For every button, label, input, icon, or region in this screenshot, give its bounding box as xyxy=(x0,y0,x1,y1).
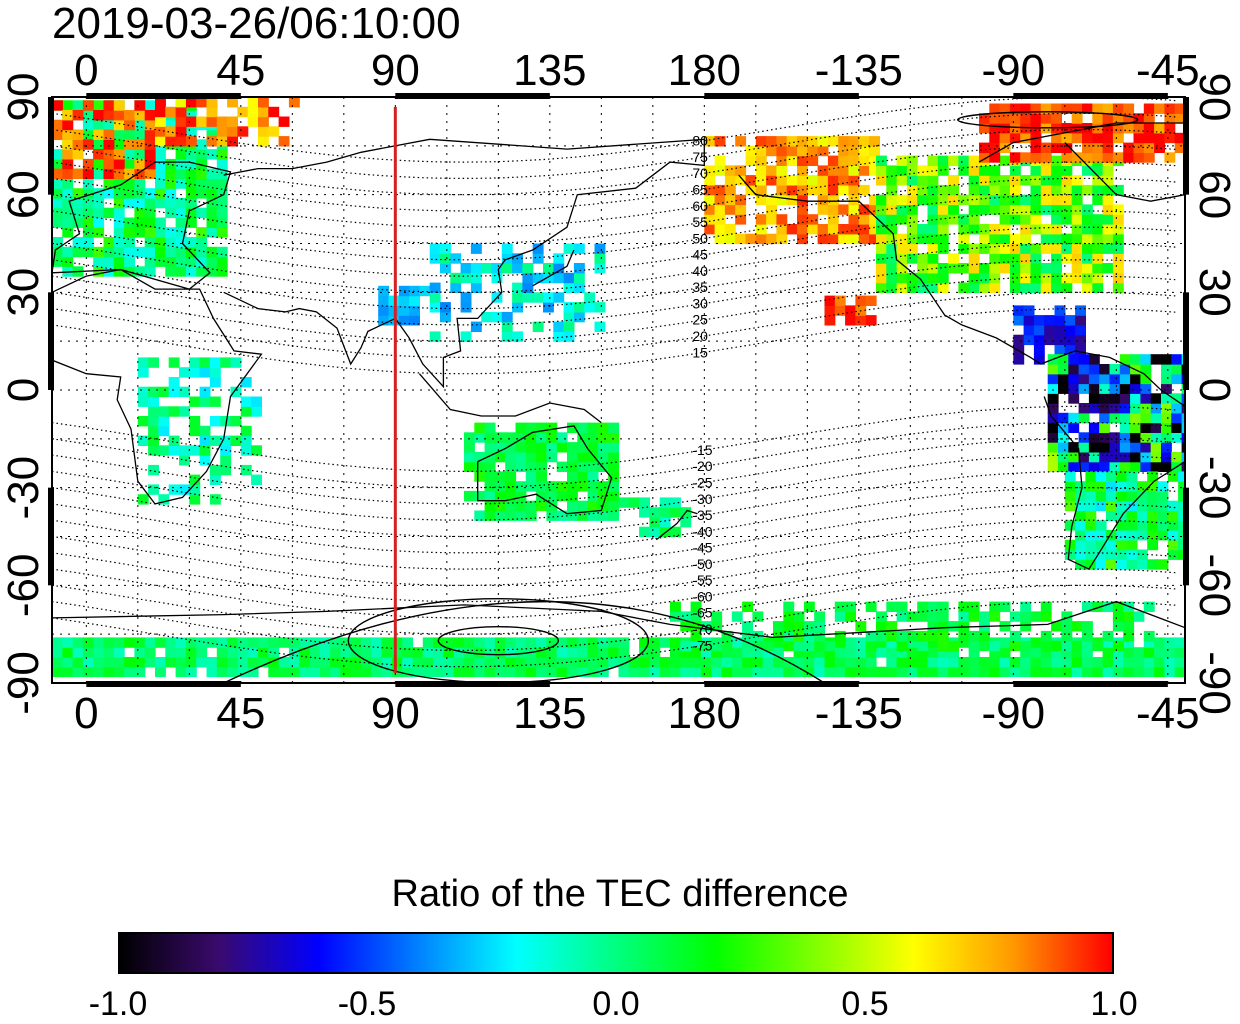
x-tick-label-top: 135 xyxy=(513,46,586,95)
colorbar-tick-label: 0.0 xyxy=(592,985,640,1023)
mlat-label: -15 xyxy=(692,442,712,458)
mlat-label: -45 xyxy=(692,540,712,556)
mlat-label: 70 xyxy=(692,165,708,181)
mlat-label: -65 xyxy=(692,605,712,621)
mlat-label: 80 xyxy=(692,133,708,149)
colorbar-tick-label: 1.0 xyxy=(1090,985,1138,1023)
mlat-contour xyxy=(52,600,1179,668)
mlat-label: 60 xyxy=(692,198,708,214)
x-tick-label-top: -90 xyxy=(982,46,1046,95)
mlat-contour xyxy=(52,584,1179,652)
mlat-label: -55 xyxy=(692,572,712,588)
mlat-label: -40 xyxy=(692,523,712,539)
mlat-contour xyxy=(52,552,1179,619)
x-tick-label-top: 45 xyxy=(216,46,265,95)
mlat-contour xyxy=(52,519,1179,586)
x-tick-label-bottom: -90 xyxy=(982,689,1046,738)
x-tick-label-bottom: 45 xyxy=(216,689,265,738)
x-tick-label-top: 90 xyxy=(371,46,420,95)
y-tick-label-right: -90 xyxy=(1190,651,1239,715)
mlat-label: 75 xyxy=(692,149,708,165)
mlat-label: 65 xyxy=(692,182,708,198)
mlat-label: 15 xyxy=(692,344,708,360)
map-title: 2019-03-26/06:10:00 xyxy=(52,0,461,48)
tec-map: 8075706560555045403530252015-15-20-25-30… xyxy=(0,46,1239,738)
x-tick-label-top: 180 xyxy=(668,46,741,95)
mlat-contour xyxy=(52,275,1179,342)
x-tick-label-bottom: 0 xyxy=(74,689,98,738)
mlat-contour xyxy=(52,568,1179,635)
y-tick-label-left: 0 xyxy=(0,378,48,402)
mlat-contour xyxy=(52,503,1179,570)
y-tick-label-right: 60 xyxy=(1190,170,1239,219)
mlat-contour xyxy=(52,97,1179,163)
mlat-label: -60 xyxy=(692,588,712,604)
mlat-label: -25 xyxy=(692,475,712,491)
mlat-label: -20 xyxy=(692,458,712,474)
mlat-contour xyxy=(52,535,1179,603)
mlat-label: -50 xyxy=(692,556,712,572)
x-tick-label-bottom: -45 xyxy=(1136,689,1200,738)
mlat-label: -30 xyxy=(692,491,712,507)
mlat-label: 25 xyxy=(692,312,708,328)
mlat-contour xyxy=(52,454,1179,521)
mlat-contour xyxy=(52,291,1179,358)
mlat-contour xyxy=(52,194,1179,261)
mlat-label: -70 xyxy=(692,621,712,637)
y-tick-label-left: 30 xyxy=(0,268,48,317)
mlat-contour xyxy=(52,177,1179,245)
y-tick-label-left: 60 xyxy=(0,170,48,219)
y-tick-label-left: -60 xyxy=(0,554,48,618)
mlat-contour xyxy=(52,259,1179,326)
mlat-label: -75 xyxy=(692,637,712,653)
mlat-contour xyxy=(52,422,1179,489)
mlat-contour xyxy=(52,470,1179,538)
mlat-label: 30 xyxy=(692,295,708,311)
y-tick-label-right: -60 xyxy=(1190,554,1239,618)
y-tick-label-right: -30 xyxy=(1190,456,1239,520)
y-tick-label-right: 30 xyxy=(1190,268,1239,317)
mlat-label: 45 xyxy=(692,247,708,263)
x-tick-label-bottom: 135 xyxy=(513,689,586,738)
mlat-contour xyxy=(52,129,1179,196)
mlat-contour xyxy=(52,438,1179,505)
mlat-contour xyxy=(52,210,1179,277)
mlat-label: 40 xyxy=(692,263,708,279)
x-tick-label-top: -135 xyxy=(815,46,903,95)
mlat-contour xyxy=(52,242,1179,310)
mlat-label: 20 xyxy=(692,328,708,344)
x-tick-label-bottom: 90 xyxy=(371,689,420,738)
colorbar-tick-label: -1.0 xyxy=(88,985,148,1023)
mlat-label: 35 xyxy=(692,279,708,295)
x-tick-label-top: -45 xyxy=(1136,46,1200,95)
mlat-contour xyxy=(52,226,1179,293)
mlat-contour xyxy=(52,405,1179,473)
mlat-contour xyxy=(52,145,1179,212)
x-tick-label-top: 0 xyxy=(74,46,98,95)
mlat-contour xyxy=(52,307,1179,375)
colorbar-tick-label: -0.5 xyxy=(337,985,397,1023)
colorbar-tick-label: 0.5 xyxy=(841,985,889,1023)
x-tick-label-bottom: 180 xyxy=(668,689,741,738)
mlat-contour xyxy=(52,487,1179,554)
mlat-contour xyxy=(52,112,1179,180)
colorbar xyxy=(118,932,1114,974)
y-tick-label-right: 0 xyxy=(1190,378,1239,402)
mlat-label: 50 xyxy=(692,230,708,246)
y-tick-label-left: 90 xyxy=(0,73,48,122)
mlat-label: -35 xyxy=(692,507,712,523)
y-tick-label-left: -90 xyxy=(0,651,48,715)
y-tick-label-left: -30 xyxy=(0,456,48,520)
x-tick-label-bottom: -135 xyxy=(815,689,903,738)
mlat-label: 55 xyxy=(692,214,708,230)
mlat-contour xyxy=(52,161,1179,228)
y-tick-label-right: 90 xyxy=(1190,73,1239,122)
colorbar-title: Ratio of the TEC difference xyxy=(391,873,849,915)
